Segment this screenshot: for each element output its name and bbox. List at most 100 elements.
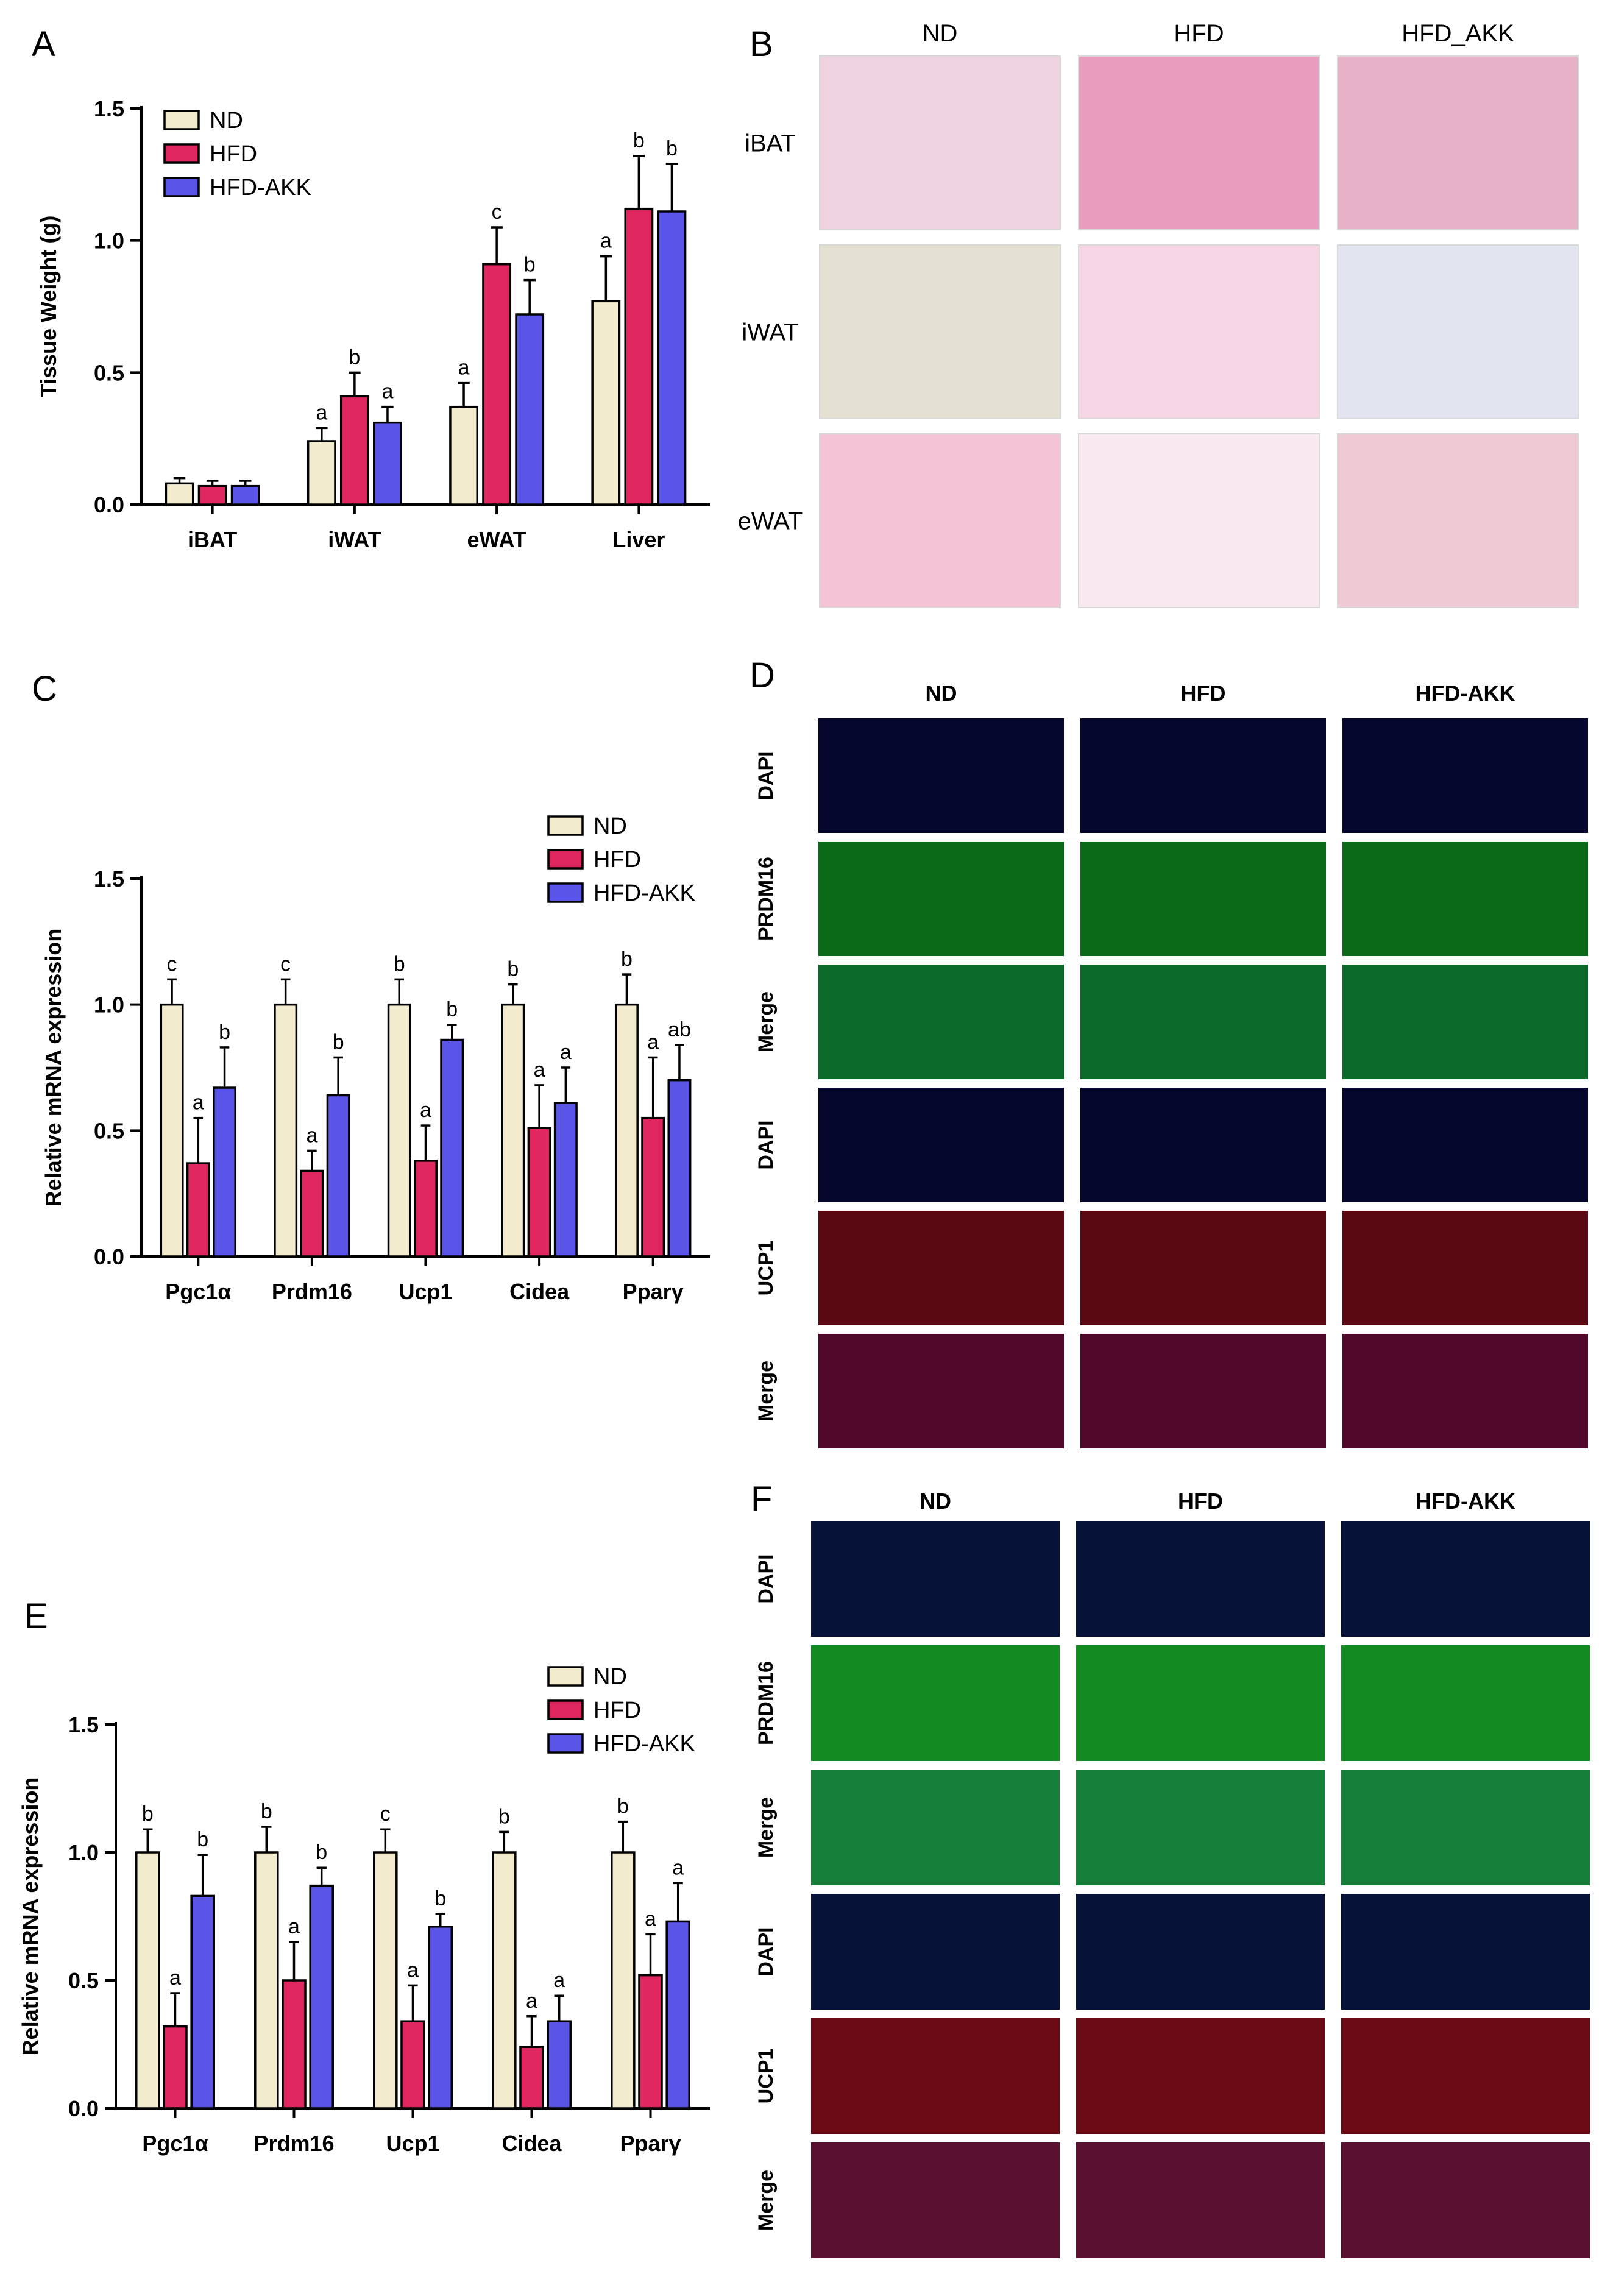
chart-e-significance-label: a [169,1966,181,1990]
chart-a-legend-label-nd: ND [210,108,243,133]
panel-d-micrograph-dapi-hfd-akk [1341,717,1589,834]
panel-d-micrograph-dapi-hfd [1079,717,1327,834]
chart-e-bar-hfd-cidea [519,2046,544,2110]
chart-c-x-tick-label: Pparγ [623,1279,684,1304]
chart-c-significance-label: a [560,1041,572,1064]
panel-letter-a: A [32,24,55,64]
chart-c-significance-label: b [394,952,405,976]
chart-e-legend-label-hfd: HFD [594,1698,641,1723]
chart-c-bar-nd-pgc1 [160,1003,184,1258]
panel-f-micrograph-dapi-hfd [1075,1893,1326,2011]
chart-c-x-tick-label: Cidea [509,1279,570,1304]
chart-c-x-tick-label: Pgc1α [165,1279,231,1304]
chart-c-legend-swatch-nd [547,815,584,836]
chart-e-y-tick-label: 0.0 [68,2096,99,2121]
panel-d-column-label-hfd: HFD [1181,681,1226,706]
chart-e-y-axis-title: Relative mRNA expression [18,1777,43,2056]
chart-e-x-tick-label: Pgc1α [142,2131,208,2156]
panel-d-micrograph-prdm16-hfd [1079,840,1327,957]
chart-e-bar-hfd-ucp1 [400,2020,425,2110]
panel-f-immunofluorescence-grid: ND HFD HFD-AKK DAPI PRDM16 Merge DAPI UCP1 Merge [754,1489,1591,2259]
chart-c-bar-hfd-akk-pgc1 [213,1086,237,1258]
panel-f-micrograph-merge-hfd-akk [1340,2141,1591,2259]
panel-d-column-label-hfd-akk: HFD-AKK [1416,681,1515,706]
chart-c-significance-label: c [167,952,177,976]
chart-e-bar-hfd-akk-ppar [665,1920,690,2110]
chart-c-legend-swatch-hfd [547,849,584,870]
panel-b-column-label-nd: ND [923,20,958,47]
chart-a-significance-label: b [633,129,645,152]
panel-b-column-label-hfd-akk: HFD_AKK [1402,20,1514,47]
chart-e-bar-nd-cidea [492,1851,517,2110]
chart-c-bar-hfd-cidea [527,1127,551,1258]
panel-b-micrograph-iwat-nd [819,244,1061,419]
chart-e-bar-hfd-akk-cidea [547,2020,572,2110]
chart-a-y-tick-label: 0.0 [94,492,124,517]
chart-e-legend-label-hfd-akk: HFD-AKK [594,1731,695,1757]
chart-e-significance-label: b [316,1841,327,1864]
chart-e-bar-hfd-pgc1 [163,2025,188,2110]
panel-f-micrograph-dapi-hfd [1075,1520,1326,1638]
panel-d-micrograph-dapi-hfd-akk [1341,1086,1589,1203]
chart-a-x-tick-label: iBAT [188,527,237,552]
chart-a-bar-hfd-ibat [197,484,227,506]
panel-f-row-label-dapi: DAPI [754,1554,778,1603]
panel-d-micrograph-merge-hfd [1079,1333,1327,1450]
chart-e-bar-nd-ucp1 [373,1851,398,2110]
chart-c-bar-hfd-akk-cidea [553,1102,578,1258]
panel-b-row-label-ibat: iBAT [745,130,796,157]
chart-a-y-tick-label: 1.5 [94,96,124,121]
chart-a-y-tick-label: 0.5 [94,360,124,385]
chart-a-legend-swatch-nd [163,110,200,130]
chart-a-significance-label: a [316,401,327,424]
chart-e-significance-label: a [553,1969,565,1992]
chart-a-significance-label: b [666,137,678,160]
panel-d-micrograph-merge-hfd-akk [1341,1333,1589,1450]
chart-a-significance-label: a [458,356,470,380]
chart-e-bar-nd-ppar [611,1851,636,2110]
panel-f-micrograph-merge-hfd [1075,1768,1326,1887]
panel-f-micrograph-dapi-nd [810,1520,1061,1638]
chart-c-bar-hfd-akk-ucp1 [440,1038,464,1258]
panel-b-micrograph-ibat-hfd-akk [1337,55,1579,230]
panel-f-row-label-merge: Merge [754,2170,778,2231]
panel-d-immunofluorescence-grid: ND HFD HFD-AKK DAPI PRDM16 Merge DAPI UCP1 Merge [754,681,1589,1450]
panel-f-column-label-hfd-akk: HFD-AKK [1416,1489,1515,1514]
panel-b-micrograph-ewat-hfd-akk [1337,433,1579,608]
chart-c-mrna-expression: 0.0 0.5 1.0 1.5 Relative mRNA expression Pgc1… [41,813,710,1304]
chart-c-y-tick-label: 0.0 [94,1244,124,1269]
chart-a-bar-hfd-akk-ewat [515,313,545,506]
chart-e-mrna-expression: 0.0 0.5 1.0 1.5 Relative mRNA expression Pgc1… [18,1664,710,2156]
panel-d-micrograph-prdm16-nd [817,840,1065,957]
chart-a-bar-hfd-iwat [339,395,369,506]
chart-a-bar-hfd-akk-ibat [230,484,260,506]
panel-letter-d: D [750,656,775,695]
chart-e-legend-swatch-nd [547,1666,584,1687]
chart-e-legend-label-nd: ND [594,1664,627,1690]
chart-a-bar-nd-liver [591,300,621,506]
panel-d-micrograph-merge-nd [817,1333,1065,1450]
chart-e-significance-label: b [261,1800,272,1823]
chart-c-significance-label: b [507,958,519,981]
panel-b-micrograph-ewat-hfd [1078,433,1320,608]
chart-c-significance-label: b [219,1021,230,1044]
chart-c-significance-label: a [193,1091,204,1114]
chart-c-bar-nd-cidea [501,1003,525,1258]
chart-e-significance-label: b [498,1805,510,1828]
panel-d-row-label-merge: Merge [754,991,778,1052]
chart-c-significance-label: a [306,1124,317,1147]
chart-c-y-axis-title: Relative mRNA expression [41,929,66,1207]
chart-e-y-tick-label: 1.5 [68,1712,99,1737]
chart-e-significance-label: a [526,1990,537,2013]
chart-c-x-tick-label: Ucp1 [399,1279,452,1304]
chart-a-bar-nd-ewat [449,405,478,506]
chart-e-significance-label: a [672,1856,684,1879]
panel-d-micrograph-dapi-nd [817,717,1065,834]
panel-d-micrograph-ucp1-nd [817,1210,1065,1327]
panel-b-micrograph-ibat-hfd [1078,55,1320,230]
chart-e-significance-label: a [407,1958,419,1982]
chart-c-x-tick-label: Prdm16 [272,1279,352,1304]
chart-c-significance-label: b [446,998,458,1021]
panel-f-row-label-dapi: DAPI [754,1927,778,1976]
panel-d-micrograph-dapi-hfd [1079,1086,1327,1203]
